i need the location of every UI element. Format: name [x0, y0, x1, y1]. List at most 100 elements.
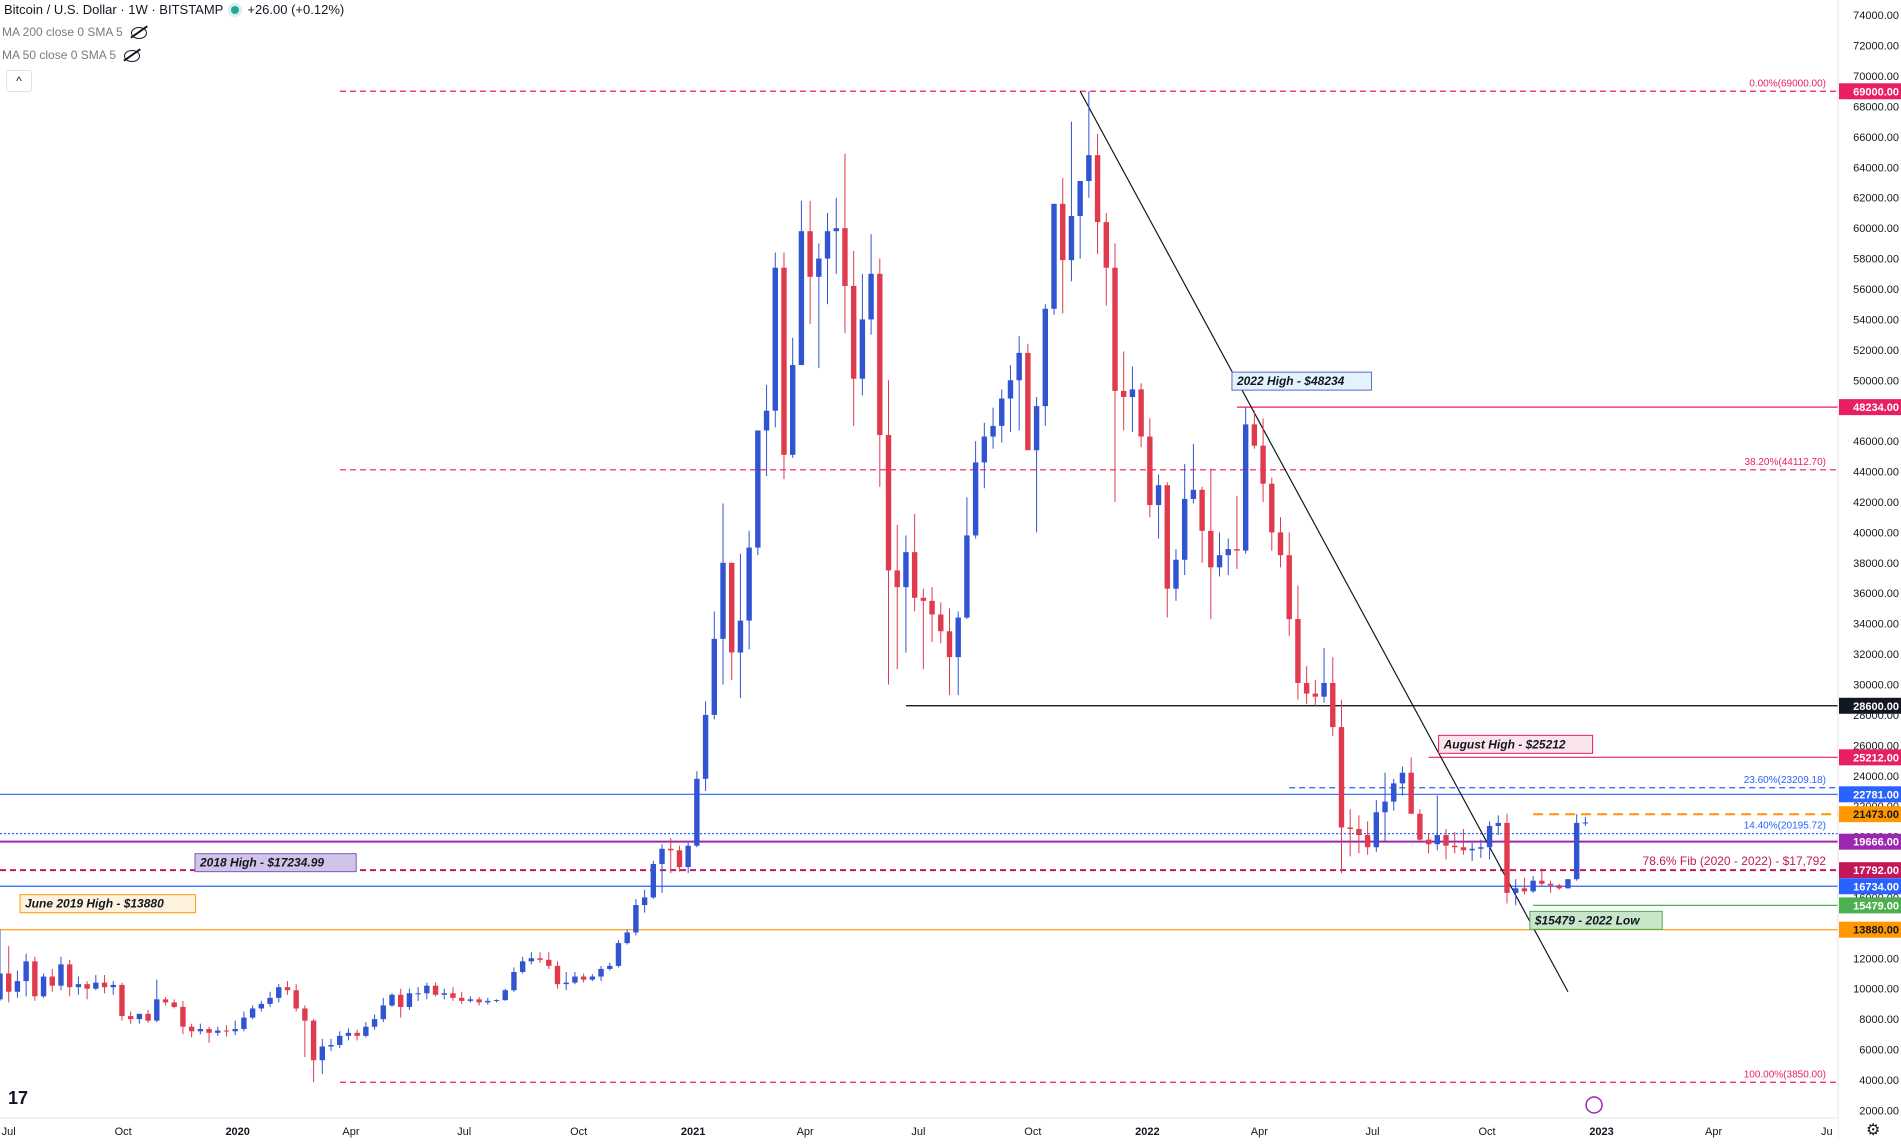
- candle-body: [241, 1017, 247, 1030]
- price-tick-label: 46000.00: [1853, 436, 1899, 448]
- candle-body: [75, 984, 82, 988]
- candle-body: [93, 982, 99, 989]
- candle-body: [1504, 822, 1510, 893]
- candle-body: [1425, 839, 1432, 845]
- candle-body: [729, 562, 735, 653]
- candle-body: [1112, 267, 1118, 391]
- candle-body: [310, 1020, 317, 1061]
- candle-body: [380, 1005, 386, 1020]
- candle-body: [1330, 682, 1336, 728]
- price-tag-label: 21473.00: [1853, 809, 1899, 821]
- candle-body: [49, 976, 55, 986]
- candle-body: [1391, 783, 1397, 802]
- candle-body: [1208, 530, 1214, 568]
- time-tick-label: Ju: [1821, 1126, 1833, 1138]
- candle-body: [824, 231, 831, 259]
- time-tick-label: Oct: [115, 1126, 132, 1138]
- candle-body: [885, 435, 892, 571]
- annotation-label: $15479 - 2022 Low: [1534, 913, 1640, 927]
- gear-icon[interactable]: ⚙: [1866, 1122, 1881, 1139]
- candle-body: [249, 1008, 256, 1018]
- candle-body: [842, 228, 848, 286]
- candle-body: [580, 976, 587, 980]
- candle-body: [816, 258, 822, 277]
- candle-body: [1016, 352, 1022, 381]
- ma50-legend[interactable]: MA 50 close 0 SMA 5: [2, 48, 141, 62]
- candle-body: [999, 398, 1005, 426]
- candle-body: [1539, 880, 1545, 884]
- candle-body: [467, 999, 474, 1001]
- candle-body: [1434, 835, 1440, 845]
- candle-body: [911, 552, 918, 598]
- candle-body: [1364, 835, 1371, 848]
- time-tick-label: Apr: [1251, 1126, 1268, 1138]
- candle-body: [1303, 682, 1310, 694]
- price-tick-label: 64000.00: [1853, 162, 1899, 174]
- price-tick-label: 4000.00: [1859, 1075, 1899, 1087]
- annotation-box: [19, 894, 197, 914]
- candle-body: [302, 1008, 308, 1021]
- candle-body: [519, 961, 526, 972]
- price-tick-label: 38000.00: [1853, 558, 1899, 570]
- symbol-title[interactable]: Bitcoin / U.S. Dollar · 1W · BITSTAMP: [4, 2, 224, 17]
- time-tick-label: Jul: [911, 1126, 925, 1138]
- candle-body: [14, 981, 21, 992]
- price-tick-label: 70000.00: [1853, 71, 1899, 83]
- candle-body: [1417, 813, 1423, 840]
- candle-body: [328, 1044, 334, 1047]
- price-tag-label: 13880.00: [1853, 925, 1899, 937]
- ma200-legend[interactable]: MA 200 close 0 SMA 5: [2, 25, 147, 39]
- candle-body: [1286, 555, 1292, 620]
- candle-body: [1512, 888, 1519, 893]
- price-tag-label: 17792.00: [1853, 865, 1899, 877]
- annotation-label: June 2019 High - $13880: [25, 897, 164, 911]
- price-tag: [1839, 83, 1901, 100]
- candle-body: [432, 985, 439, 995]
- candle-body: [650, 863, 657, 898]
- candle-body: [1556, 885, 1562, 889]
- candle-body: [598, 968, 604, 977]
- candle-body: [110, 984, 116, 988]
- fib-label: 100.00%(3850.00): [1744, 1069, 1826, 1080]
- candle-body: [511, 971, 517, 991]
- annotation-box: [194, 853, 357, 873]
- candle-body: [441, 993, 447, 995]
- candle-body: [1234, 549, 1240, 551]
- candle-body: [1033, 406, 1040, 451]
- candle-body: [1086, 155, 1092, 182]
- candle-body: [1399, 772, 1406, 784]
- price-axis: [1838, 0, 1901, 1141]
- candle-body: [1164, 485, 1170, 589]
- candle-body: [119, 984, 125, 1017]
- candle-body: [1068, 215, 1075, 261]
- candle-body: [1547, 883, 1554, 886]
- candle-body: [1469, 848, 1475, 851]
- candle-body: [1173, 559, 1179, 589]
- candle-body: [1312, 693, 1319, 697]
- candle-body: [1582, 822, 1589, 824]
- price-tick-label: 68000.00: [1853, 101, 1899, 113]
- annotation-label: August High - $25212: [1443, 737, 1566, 751]
- candle-body: [371, 1019, 378, 1027]
- price-tick-label: 58000.00: [1853, 254, 1899, 266]
- candle-body: [668, 848, 674, 851]
- candle-body: [807, 231, 813, 277]
- candle-body: [763, 410, 770, 431]
- time-tick-label: Oct: [1479, 1126, 1496, 1138]
- candle-body: [563, 982, 569, 985]
- candle-body: [1025, 352, 1031, 451]
- candle-body: [877, 273, 883, 436]
- candle-body: [502, 990, 508, 1001]
- candle-body: [1077, 181, 1083, 216]
- candle-body: [406, 993, 413, 1007]
- price-tag-label: 28600.00: [1853, 701, 1899, 713]
- price-tag-label: 15479.00: [1853, 900, 1899, 912]
- annotation-label: 2018 High - $17234.99: [199, 856, 324, 870]
- candle-body: [0, 973, 3, 1000]
- hidden-eye-icon[interactable]: [130, 26, 147, 39]
- collapse-legend-button[interactable]: ^: [6, 70, 32, 92]
- candle-body: [859, 319, 866, 379]
- hidden-eye-icon[interactable]: [124, 49, 141, 62]
